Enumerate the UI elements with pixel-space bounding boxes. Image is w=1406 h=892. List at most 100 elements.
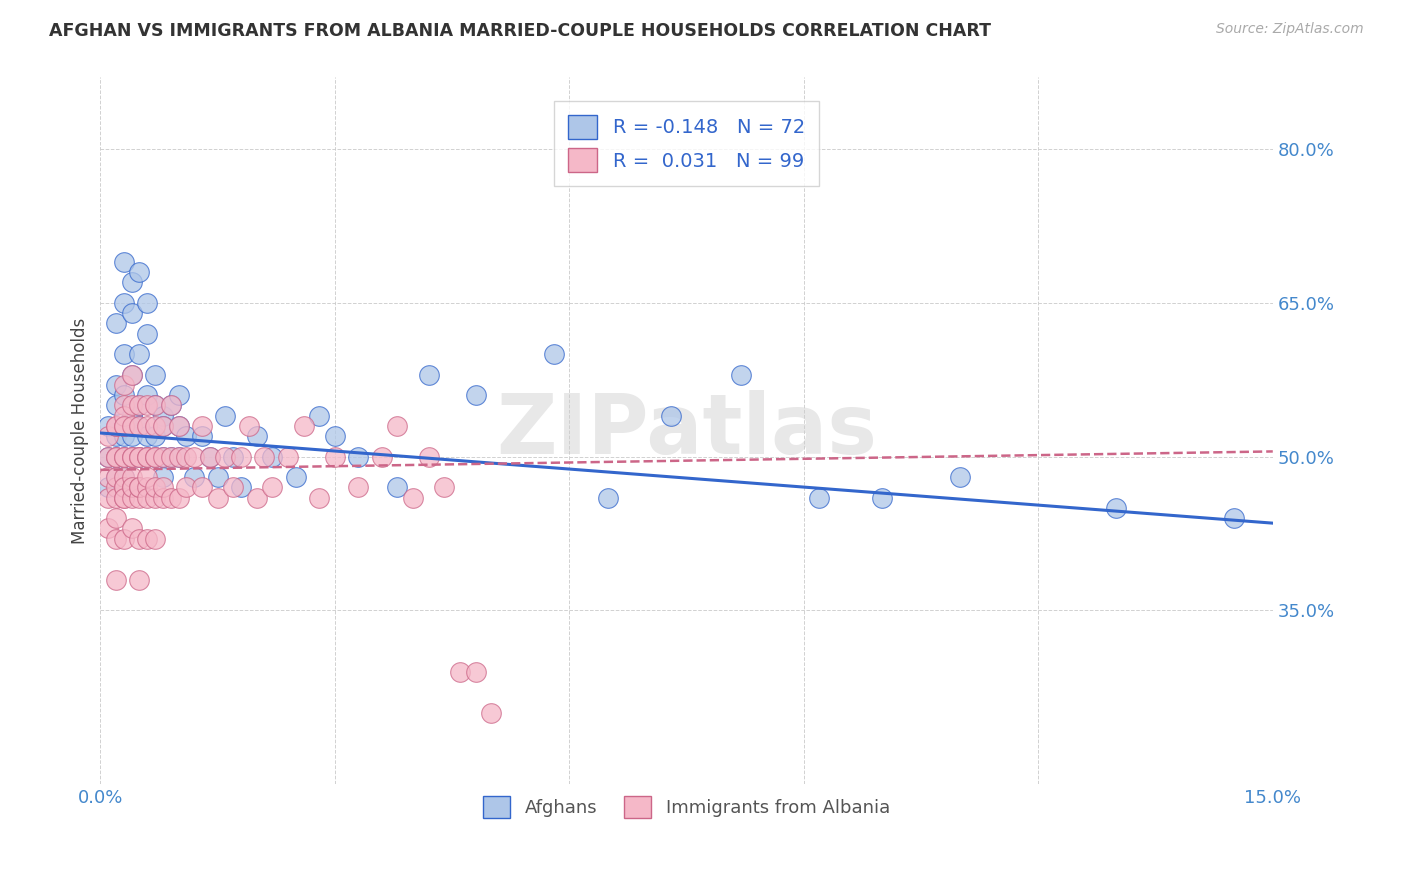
Point bbox=[121, 450, 143, 464]
Point bbox=[112, 409, 135, 423]
Point bbox=[121, 491, 143, 505]
Point bbox=[308, 409, 330, 423]
Point bbox=[176, 429, 198, 443]
Point bbox=[97, 491, 120, 505]
Point bbox=[128, 398, 150, 412]
Point bbox=[112, 255, 135, 269]
Point bbox=[152, 450, 174, 464]
Point bbox=[191, 480, 214, 494]
Point bbox=[104, 398, 127, 412]
Point bbox=[479, 706, 502, 720]
Point bbox=[152, 480, 174, 494]
Point bbox=[246, 491, 269, 505]
Point bbox=[128, 480, 150, 494]
Point bbox=[112, 450, 135, 464]
Point bbox=[143, 450, 166, 464]
Point bbox=[167, 450, 190, 464]
Point bbox=[143, 450, 166, 464]
Point bbox=[167, 418, 190, 433]
Point bbox=[136, 450, 159, 464]
Point bbox=[136, 532, 159, 546]
Point bbox=[870, 491, 893, 505]
Point bbox=[121, 368, 143, 382]
Point bbox=[104, 480, 127, 494]
Point bbox=[183, 470, 205, 484]
Point bbox=[136, 388, 159, 402]
Point bbox=[104, 491, 127, 505]
Point bbox=[152, 450, 174, 464]
Point bbox=[949, 470, 972, 484]
Point bbox=[104, 429, 127, 443]
Point bbox=[387, 418, 409, 433]
Point bbox=[449, 665, 471, 679]
Text: AFGHAN VS IMMIGRANTS FROM ALBANIA MARRIED-COUPLE HOUSEHOLDS CORRELATION CHART: AFGHAN VS IMMIGRANTS FROM ALBANIA MARRIE… bbox=[49, 22, 991, 40]
Point bbox=[121, 450, 143, 464]
Point bbox=[464, 665, 486, 679]
Point bbox=[128, 450, 150, 464]
Point bbox=[292, 418, 315, 433]
Point bbox=[730, 368, 752, 382]
Point bbox=[136, 491, 159, 505]
Point bbox=[121, 276, 143, 290]
Point bbox=[191, 418, 214, 433]
Point bbox=[159, 491, 181, 505]
Point bbox=[112, 450, 135, 464]
Point bbox=[104, 316, 127, 330]
Point bbox=[112, 491, 135, 505]
Point bbox=[136, 296, 159, 310]
Point bbox=[136, 398, 159, 412]
Point bbox=[128, 491, 150, 505]
Point bbox=[152, 491, 174, 505]
Point bbox=[104, 450, 127, 464]
Point bbox=[214, 450, 236, 464]
Point bbox=[104, 470, 127, 484]
Point bbox=[222, 450, 245, 464]
Point bbox=[104, 450, 127, 464]
Point bbox=[808, 491, 831, 505]
Point bbox=[1222, 511, 1244, 525]
Point bbox=[97, 450, 120, 464]
Point bbox=[598, 491, 620, 505]
Point bbox=[143, 480, 166, 494]
Point bbox=[347, 480, 370, 494]
Point bbox=[97, 521, 120, 535]
Point bbox=[104, 532, 127, 546]
Point bbox=[121, 470, 143, 484]
Point bbox=[112, 429, 135, 443]
Point bbox=[152, 418, 174, 433]
Point bbox=[143, 532, 166, 546]
Point bbox=[284, 470, 307, 484]
Point bbox=[183, 450, 205, 464]
Point bbox=[159, 450, 181, 464]
Point bbox=[464, 388, 486, 402]
Point bbox=[229, 480, 252, 494]
Point bbox=[112, 296, 135, 310]
Point bbox=[121, 368, 143, 382]
Point bbox=[238, 418, 260, 433]
Point bbox=[222, 480, 245, 494]
Point bbox=[121, 409, 143, 423]
Point bbox=[128, 418, 150, 433]
Point bbox=[418, 368, 440, 382]
Point bbox=[262, 480, 284, 494]
Point bbox=[112, 480, 135, 494]
Point bbox=[143, 398, 166, 412]
Point bbox=[143, 368, 166, 382]
Point bbox=[128, 573, 150, 587]
Point bbox=[97, 429, 120, 443]
Point bbox=[543, 347, 565, 361]
Point bbox=[121, 306, 143, 320]
Point bbox=[128, 480, 150, 494]
Point bbox=[176, 450, 198, 464]
Point bbox=[246, 429, 269, 443]
Point bbox=[152, 409, 174, 423]
Point bbox=[143, 429, 166, 443]
Text: ZIPatlas: ZIPatlas bbox=[496, 391, 877, 472]
Point bbox=[167, 388, 190, 402]
Point bbox=[176, 480, 198, 494]
Point bbox=[112, 377, 135, 392]
Point bbox=[159, 398, 181, 412]
Point bbox=[128, 450, 150, 464]
Point bbox=[112, 480, 135, 494]
Point bbox=[207, 470, 229, 484]
